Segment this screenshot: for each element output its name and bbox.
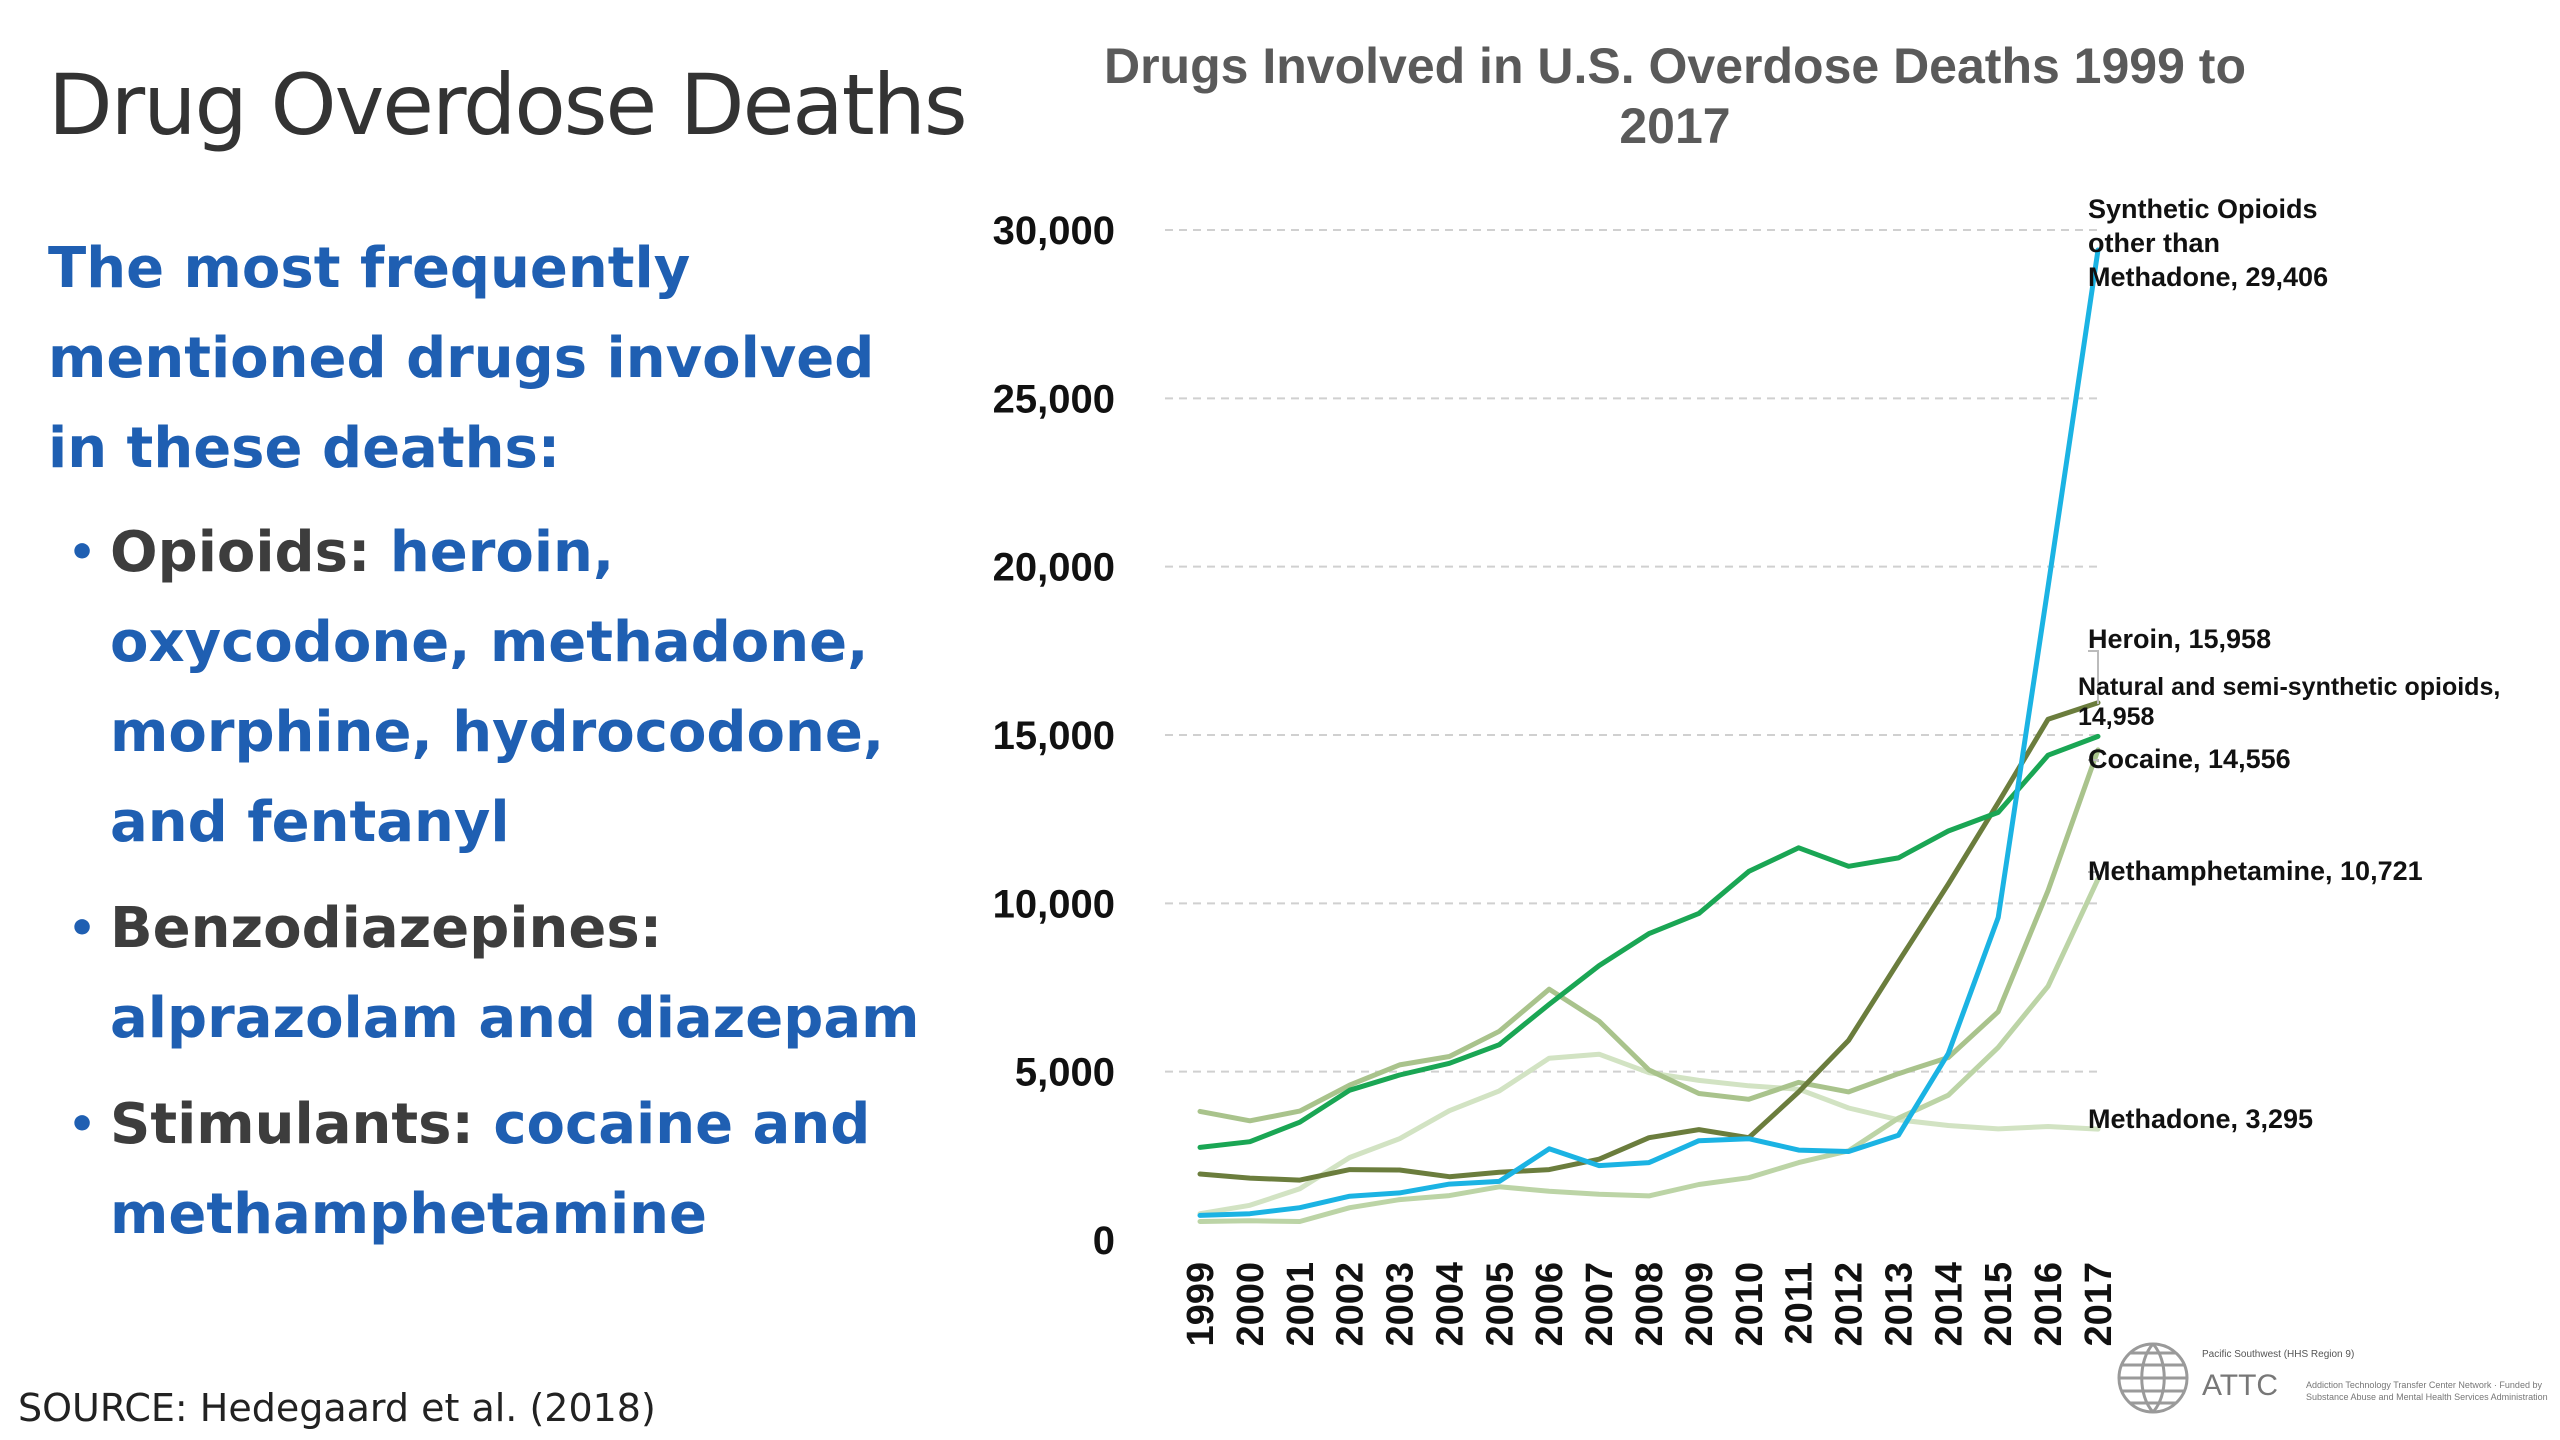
- series-end-label: Heroin, 15,958: [2088, 624, 2271, 654]
- bullet-category: Stimulants:: [110, 1092, 494, 1157]
- label-leader-line: [2088, 650, 2099, 704]
- x-tick-label: 2006: [1529, 1262, 1571, 1347]
- drug-category-list: • Opioids: heroin, oxycodone, methadone,…: [48, 508, 948, 1260]
- series-end-label-line: 14,958: [2078, 703, 2155, 731]
- series-end-label-line: Methamphetamine, 10,721: [2088, 856, 2423, 886]
- series-end-label: Natural and semi-synthetic opioids, 14,95…: [2078, 673, 2500, 731]
- x-tick-label: 2001: [1280, 1262, 1322, 1347]
- bullet-drugs: cocaine and methamphetamine: [110, 1092, 871, 1247]
- series-end-label-line: Natural and semi-synthetic opioids,: [2078, 673, 2500, 701]
- y-tick-label: 20,000: [993, 546, 1115, 590]
- x-tick-label: 2008: [1629, 1262, 1671, 1347]
- series-line: [1197, 700, 2101, 1183]
- x-tick-label: 2012: [1829, 1262, 1871, 1347]
- label-leader-line: [2088, 871, 2099, 879]
- x-tick-label: 2002: [1330, 1262, 1372, 1347]
- bullet-dot-icon: •: [68, 903, 97, 954]
- y-tick-label: 25,000: [993, 377, 1115, 421]
- bullet-drugs: alprazolam and diazepam: [110, 986, 920, 1051]
- series-end-label: Methamphetamine, 10,721: [2088, 856, 2423, 886]
- bullet-drugs: heroin, oxycodone, methadone, morphine, …: [110, 520, 885, 855]
- series-line: [1197, 733, 2101, 1150]
- slide-title: Drug Overdose Deaths: [48, 56, 968, 154]
- x-tick-label: 2009: [1679, 1262, 1721, 1347]
- bullet-dot-icon: •: [68, 1099, 97, 1150]
- x-tick-label: 2003: [1380, 1262, 1422, 1347]
- key-points: The most frequently mentioned drugs invo…: [48, 224, 948, 1276]
- attc-logo: Pacific Southwest (HHS Region 9) ATTC Ad…: [2110, 1335, 2560, 1435]
- series-end-label-line: other than: [2088, 228, 2220, 258]
- y-tick-label: 5,000: [1015, 1051, 1115, 1095]
- series-end-label-line: Methadone, 29,406: [2088, 262, 2328, 292]
- series-end-label: Synthetic Opioids other than Methadone, 29…: [2088, 194, 2328, 292]
- series-end-label-line: Heroin, 15,958: [2088, 624, 2271, 654]
- bullet-opioids: • Opioids: heroin, oxycodone, methadone,…: [48, 508, 948, 868]
- label-leader-line: [2088, 759, 2099, 762]
- bullet-benzodiazepines: • Benzodiazepines: alprazolam and diazep…: [48, 884, 948, 1064]
- logo-name: ATTC: [2202, 1369, 2279, 1402]
- bullet-stimulants: • Stimulants: cocaine and methamphetamin…: [48, 1080, 948, 1260]
- y-tick-label: 30,000: [993, 209, 1115, 253]
- y-tick-label: 10,000: [993, 882, 1115, 926]
- x-tick-label: 2007: [1579, 1262, 1621, 1347]
- y-tick-label: 15,000: [993, 714, 1115, 758]
- x-tick-label: 2013: [1878, 1262, 1920, 1347]
- series-end-label: Cocaine, 14,556: [2088, 744, 2291, 774]
- x-tick-label: 1999: [1180, 1262, 1222, 1347]
- bullet-category: Benzodiazepines:: [110, 896, 663, 961]
- x-tick-label: 2004: [1429, 1262, 1471, 1347]
- series-line: [1197, 247, 2101, 1218]
- x-tick-label: 2015: [1978, 1262, 2020, 1347]
- x-tick-label: 2014: [1928, 1262, 1970, 1347]
- source-citation: SOURCE: Hedegaard et al. (2018): [18, 1386, 656, 1430]
- series-line: [1197, 876, 2101, 1224]
- series-end-label-line: Synthetic Opioids: [2088, 194, 2318, 224]
- y-tick-label: 0: [1093, 1219, 1115, 1263]
- x-tick-label: 2016: [2028, 1262, 2070, 1347]
- series-end-label: Methadone, 3,295: [2088, 1104, 2313, 1134]
- x-tick-label: 2010: [1729, 1262, 1771, 1347]
- bullet-dot-icon: •: [68, 527, 97, 578]
- intro-text: The most frequently mentioned drugs invo…: [48, 236, 875, 481]
- bullet-category: Opioids:: [110, 520, 390, 585]
- logo-org-line: Pacific Southwest (HHS Region 9): [2202, 1349, 2355, 1360]
- series-end-label-line: Methadone, 3,295: [2088, 1104, 2313, 1134]
- attc-globe-icon: [2117, 1342, 2189, 1414]
- series-end-label-line: Cocaine, 14,556: [2088, 744, 2291, 774]
- x-tick-label: 2011: [1779, 1262, 1821, 1344]
- chart-title: Drugs Involved in U.S. Overdose Deaths 1…: [1103, 38, 2247, 154]
- x-tick-label: 2005: [1479, 1262, 1521, 1347]
- x-tick-label: 2017: [2078, 1262, 2120, 1347]
- x-tick-label: 2000: [1230, 1262, 1272, 1347]
- logo-tagline: Addiction Technology Transfer Center Net…: [2306, 1380, 2548, 1402]
